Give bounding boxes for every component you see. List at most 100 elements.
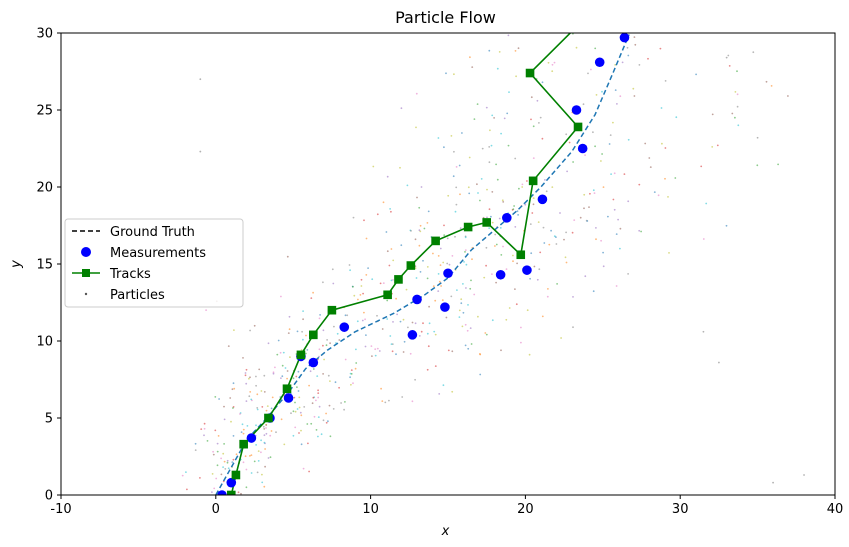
particle-dot (418, 335, 421, 337)
particle-dot (263, 434, 266, 437)
particle-dot (227, 345, 230, 347)
particle-dot (223, 460, 226, 463)
particle-dot (451, 255, 454, 257)
particle-dot (317, 435, 319, 438)
particle-dot (471, 258, 473, 261)
particle-dot (551, 186, 554, 189)
particle-dot (352, 216, 355, 219)
particle-dot (269, 456, 272, 459)
particle-dot (261, 406, 264, 408)
particle-dot (640, 230, 642, 233)
particle-dot (489, 129, 491, 132)
particle-dot (664, 177, 666, 180)
particle-dot (648, 157, 651, 159)
particle-dot (486, 216, 488, 219)
particle-dot (565, 133, 568, 136)
particle-dot (584, 275, 587, 278)
particle-dot (426, 277, 429, 280)
particle-dot (186, 488, 188, 491)
particle-dot (253, 460, 256, 463)
particle-dot (344, 401, 346, 403)
particle-dot (325, 412, 327, 415)
particle-dot (488, 49, 491, 52)
particle-dot (428, 305, 430, 308)
particle-dot (491, 221, 494, 224)
particle-dot (302, 467, 305, 470)
particle-dot (539, 251, 542, 254)
particle-dot (434, 333, 437, 336)
particle-dot (547, 288, 549, 290)
particle-dot (416, 196, 418, 199)
particle-dot (514, 226, 517, 228)
particle-dot (609, 134, 612, 137)
particle-dot (420, 330, 423, 333)
particle-dot (514, 50, 517, 52)
particle-dot (303, 406, 306, 408)
particle-dot (470, 279, 472, 282)
track-point (239, 439, 248, 449)
particle-dot (211, 473, 214, 475)
particle-dot (257, 450, 260, 452)
particle-dot (479, 353, 481, 355)
particle-dot (716, 144, 719, 147)
particle-dot (390, 210, 392, 213)
particle-dot (541, 315, 544, 318)
particle-dot (594, 145, 596, 148)
particle-dot (203, 434, 205, 437)
particle-dot (607, 215, 609, 218)
particle-dot (491, 114, 494, 117)
track-point (383, 290, 392, 300)
particle-dot (232, 435, 235, 437)
particle-dot (281, 364, 284, 367)
particle-dot (199, 150, 202, 153)
particle-dot (503, 117, 506, 120)
particle-dot (546, 295, 549, 298)
particle-dot (614, 64, 617, 66)
particle-dot (731, 112, 734, 115)
particle-dot (502, 245, 504, 248)
measurement-point (443, 268, 453, 279)
particle-dot (310, 422, 313, 425)
particle-dot (456, 289, 458, 291)
particle-dot (414, 378, 416, 381)
particle-dot (346, 314, 349, 317)
particle-dot (280, 418, 283, 421)
particle-dot (194, 442, 197, 445)
particle-dot (220, 473, 223, 476)
particle-dot (400, 244, 403, 247)
particle-dot (465, 287, 467, 289)
particle-dot (340, 402, 342, 404)
particle-dot (443, 234, 446, 237)
particle-dot (633, 95, 636, 97)
particle-dot (266, 405, 269, 407)
particle-dot (467, 304, 469, 306)
track-point (264, 413, 273, 423)
particle-dot (659, 47, 662, 50)
particle-dot (434, 299, 437, 302)
particle-dot (664, 80, 667, 82)
particle-dot (426, 368, 429, 371)
track-point (394, 275, 403, 284)
particle-dot (608, 143, 611, 145)
particle-dot (700, 165, 703, 168)
particle-dot (644, 142, 647, 145)
particle-dot (512, 260, 514, 263)
particle-dot (524, 203, 527, 206)
particle-dot (212, 453, 215, 456)
particle-dot (428, 322, 431, 325)
particle-dot (601, 153, 603, 155)
particle-dot (479, 373, 482, 376)
particle-dot (756, 164, 759, 167)
particle-dot (476, 183, 478, 186)
particle-dot (309, 370, 312, 373)
particle-dot (455, 203, 458, 206)
particle-dot (486, 188, 488, 191)
particle-dot (488, 146, 491, 148)
particle-dot (529, 277, 531, 280)
particle-dot (388, 264, 391, 267)
particle-dot (352, 285, 354, 288)
particle-dot (213, 487, 216, 490)
particle-dot (256, 407, 259, 409)
particle-dot (295, 375, 298, 378)
particle-dot (296, 386, 298, 388)
